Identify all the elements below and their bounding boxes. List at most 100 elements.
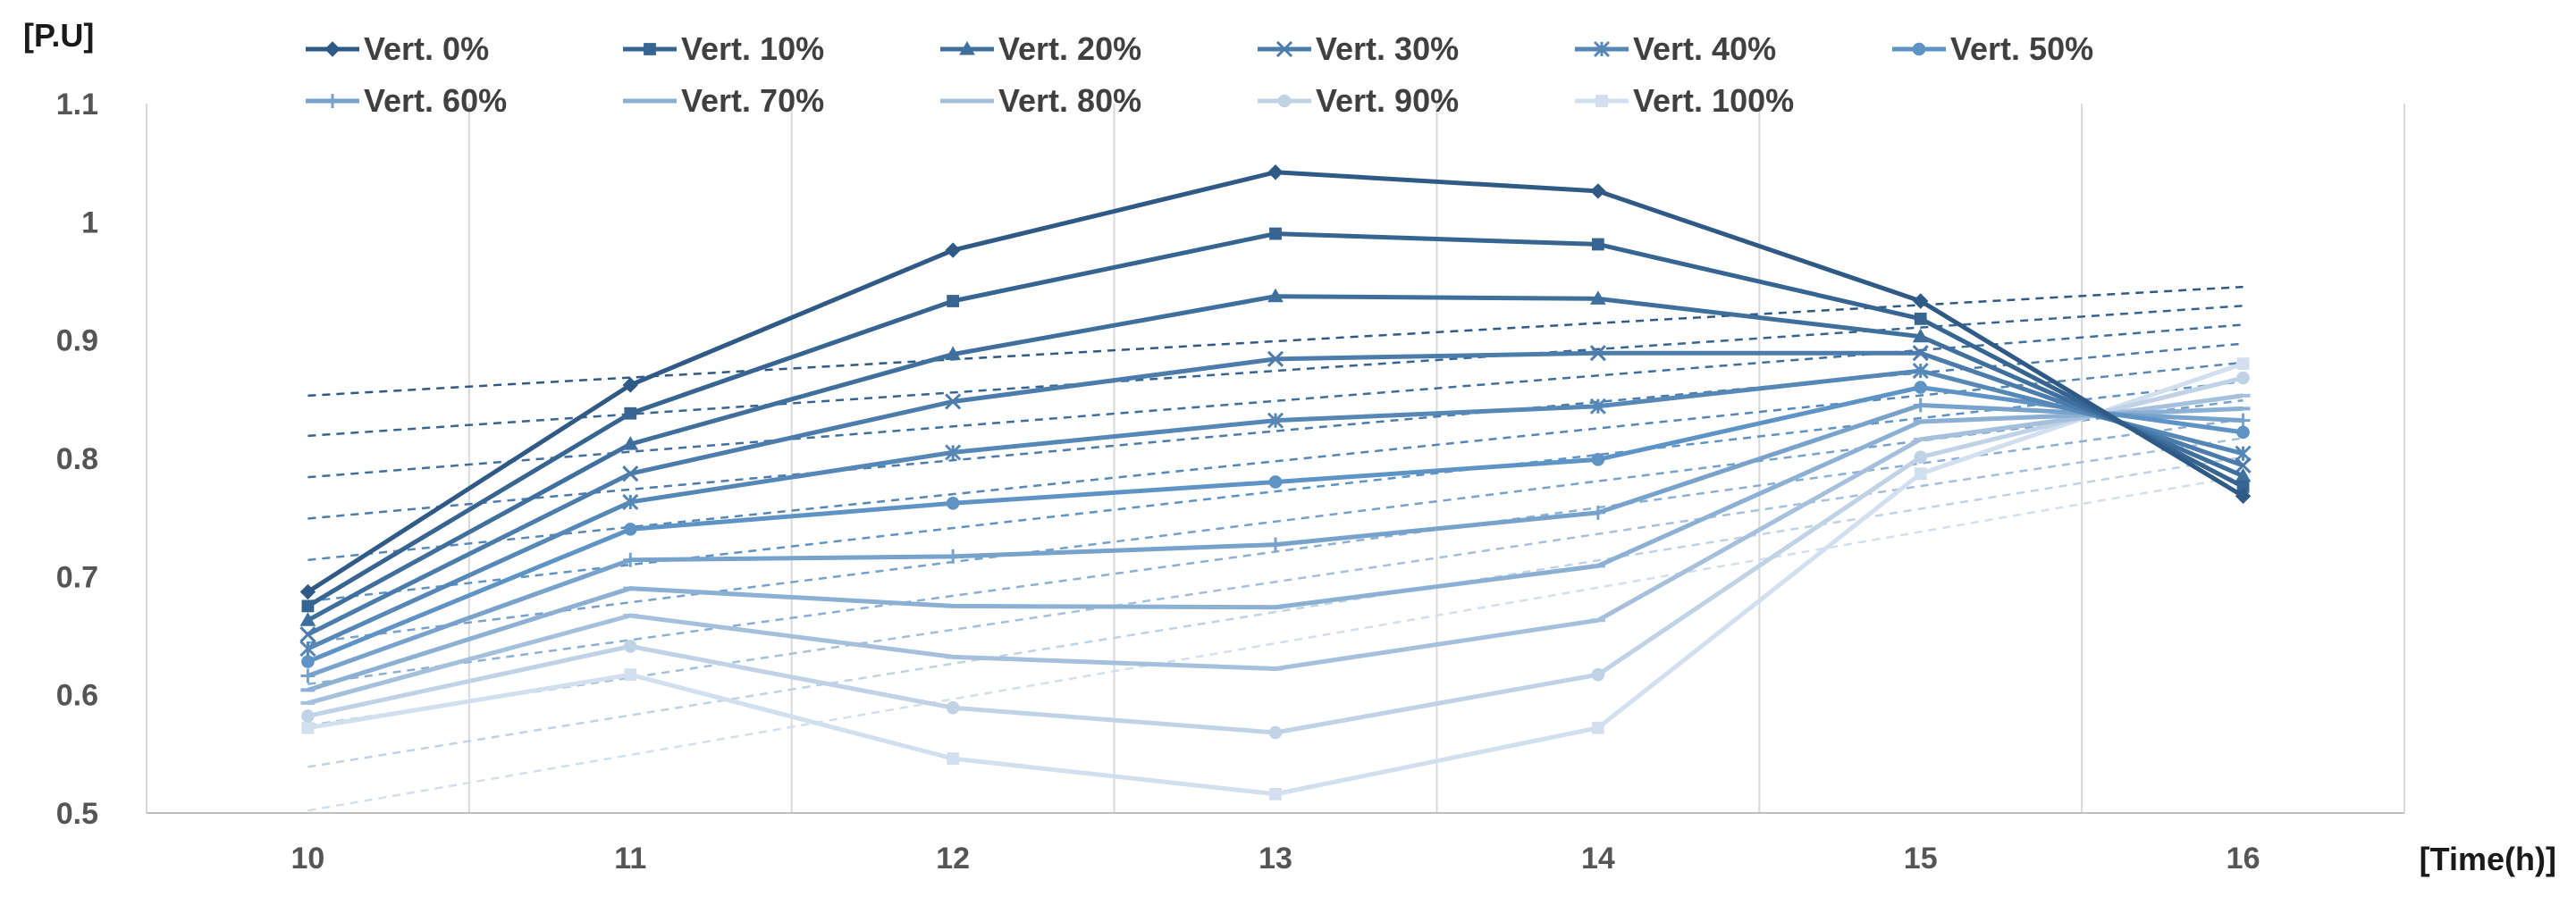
data-point — [299, 583, 316, 600]
data-point — [1591, 667, 1605, 682]
legend-marker — [644, 43, 656, 55]
data-point — [1269, 227, 1282, 240]
legend-label: Vert. 70% — [681, 82, 824, 119]
legend-label: Vert. 60% — [364, 82, 507, 119]
data-point — [946, 700, 960, 715]
data-point — [1914, 450, 1928, 464]
data-point — [1912, 328, 1929, 343]
data-point — [2235, 457, 2252, 474]
data-point — [624, 406, 637, 420]
data-point — [623, 552, 638, 567]
series-vert-50 — [301, 381, 2250, 668]
trendline-vert-20 — [307, 323, 2243, 479]
x-tick-label: 12 — [936, 842, 970, 876]
data-point — [301, 599, 315, 613]
data-point — [1913, 398, 1928, 413]
data-point — [622, 436, 639, 450]
data-point — [1912, 363, 1929, 380]
data-point — [300, 668, 316, 683]
data-point — [623, 640, 637, 653]
data-point — [1912, 345, 1929, 362]
legend-item-vert-90: Vert. 90% — [1258, 82, 1459, 119]
legend-label: Vert. 0% — [364, 30, 489, 67]
trendline-vert-60 — [307, 398, 2243, 644]
series-vert-60 — [300, 398, 2251, 683]
data-point — [1589, 398, 1606, 415]
trendline-vert-80 — [307, 437, 2243, 727]
data-point — [301, 655, 315, 668]
data-point — [947, 752, 960, 766]
data-point — [624, 668, 637, 682]
series-vert-40 — [299, 363, 2252, 658]
trendline-vert-90 — [307, 456, 2243, 768]
y-tick-label: 0.7 — [56, 560, 98, 594]
data-point — [2236, 357, 2250, 371]
series-vert-30 — [299, 345, 2252, 643]
data-point — [1268, 475, 1283, 489]
data-point — [2235, 488, 2252, 505]
legend-label: Vert. 30% — [1316, 30, 1459, 67]
x-tick-label: 15 — [1904, 842, 1938, 876]
legend-item-vert-60: Vert. 60% — [306, 82, 507, 119]
legend-marker — [1277, 94, 1292, 108]
legend-label: Vert. 100% — [1633, 82, 1794, 119]
data-point — [1914, 312, 1927, 325]
y-tick-label: 0.8 — [56, 442, 98, 476]
data-point — [299, 612, 316, 626]
legend-item-vert-50: Vert. 50% — [1892, 30, 2093, 67]
trendline-vert-40 — [307, 361, 2243, 562]
data-point — [1267, 350, 1284, 367]
legend-marker — [959, 40, 975, 55]
data-point — [299, 626, 316, 643]
data-point — [1589, 290, 1606, 305]
data-point — [2235, 413, 2251, 428]
data-point — [1268, 725, 1283, 740]
data-point — [622, 493, 639, 511]
legend-item-vert-20: Vert. 20% — [940, 30, 1141, 67]
x-tick-label: 13 — [1259, 842, 1292, 876]
y-tick-label: 1 — [81, 205, 98, 239]
data-point — [1268, 537, 1283, 552]
data-point — [1267, 288, 1284, 303]
series-vert-10 — [301, 227, 2250, 613]
y-tick-label: 0.5 — [56, 797, 98, 831]
legend-marker — [325, 94, 340, 108]
legend-item-vert-0: Vert. 0% — [306, 30, 489, 67]
legend-item-vert-40: Vert. 40% — [1575, 30, 1776, 67]
y-tick-labels: 0.5 0.6 0.7 0.8 0.9 1 1.1 — [56, 88, 98, 831]
data-point — [947, 295, 960, 307]
series-vert-0 — [299, 164, 2252, 600]
data-point — [946, 496, 960, 510]
data-point — [622, 465, 639, 482]
y-axis-label: [P.U] — [23, 17, 94, 54]
trendline-vert-100 — [307, 474, 2243, 812]
data-point — [1913, 293, 1929, 309]
legend-label: Vert. 50% — [1950, 30, 2093, 67]
series-vert-70 — [300, 406, 2251, 692]
legend-label: Vert. 90% — [1316, 82, 1459, 119]
data-point — [1267, 412, 1284, 429]
data-point — [1269, 787, 1282, 800]
y-tick-label: 0.6 — [56, 679, 98, 713]
data-point — [945, 346, 962, 361]
legend-item-vert-70: Vert. 70% — [623, 82, 824, 119]
data-point — [1591, 453, 1605, 466]
x-tick-labels: 10 11 12 13 14 15 16 — [291, 842, 2260, 876]
data-series — [299, 164, 2252, 800]
legend-item-vert-80: Vert. 80% — [940, 82, 1141, 119]
data-point — [1914, 467, 1927, 481]
data-point — [2235, 445, 2252, 462]
data-point — [1267, 164, 1284, 180]
legend-marker — [324, 41, 341, 57]
data-point — [945, 242, 961, 258]
data-point — [2236, 425, 2250, 440]
legend-label: Vert. 40% — [1633, 30, 1776, 67]
data-point — [1914, 381, 1928, 394]
series-vert-100 — [301, 357, 2250, 800]
data-point — [1591, 721, 1604, 734]
data-point — [623, 523, 637, 536]
vertical-gridlines — [146, 104, 2405, 813]
x-tick-label: 10 — [291, 842, 325, 876]
x-tick-label: 16 — [2227, 842, 2260, 876]
